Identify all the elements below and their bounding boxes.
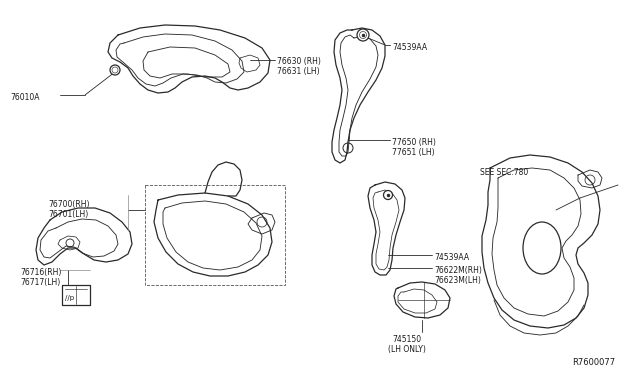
Text: SEE SEC.780: SEE SEC.780: [480, 168, 528, 177]
Text: 76700(RH)
76701(LH): 76700(RH) 76701(LH): [48, 200, 90, 219]
Text: 745150
(LH ONLY): 745150 (LH ONLY): [388, 335, 426, 355]
Text: 76716(RH)
76717(LH): 76716(RH) 76717(LH): [20, 268, 61, 288]
Text: 74539AA: 74539AA: [392, 43, 427, 52]
Bar: [145, 185, 285, 285]
Circle shape: [357, 29, 369, 41]
Text: 74539AA: 74539AA: [434, 253, 469, 262]
Circle shape: [383, 190, 392, 199]
Circle shape: [110, 65, 120, 75]
Text: R7600077: R7600077: [572, 358, 615, 367]
Text: 76622M(RH)
76623M(LH): 76622M(RH) 76623M(LH): [434, 266, 482, 285]
Text: 77650 (RH)
77651 (LH): 77650 (RH) 77651 (LH): [392, 138, 436, 157]
Text: 76630 (RH)
76631 (LH): 76630 (RH) 76631 (LH): [277, 57, 321, 76]
Text: 76010A: 76010A: [10, 93, 40, 102]
Text: //p: //p: [65, 295, 74, 301]
